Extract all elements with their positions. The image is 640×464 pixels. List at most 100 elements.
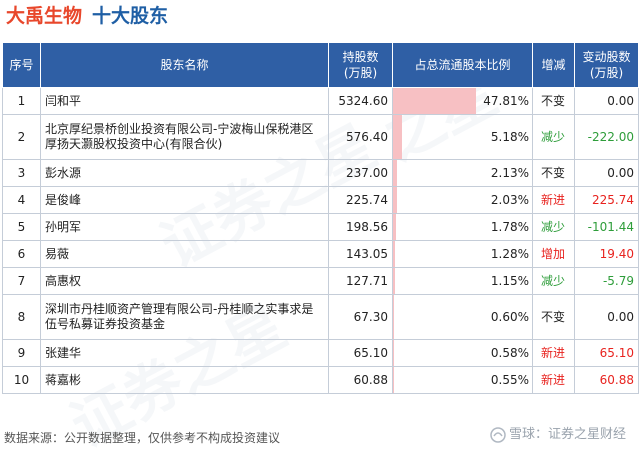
row-shareholder-name: 张建华 <box>40 339 329 367</box>
row-shareholder-name: 易薇 <box>40 240 329 268</box>
brand-logo-text: 雪球：证券之星财经 <box>508 427 626 442</box>
row-holding: 237.00 <box>328 159 393 187</box>
snowball-icon <box>490 426 506 443</box>
ratio-value: 2.03% <box>490 192 529 207</box>
ratio-value: 0.58% <box>490 345 529 360</box>
row-change-amount: 0.00 <box>574 294 639 340</box>
row-change: 新进 <box>532 339 575 367</box>
row-shareholder-name: 高惠权 <box>40 267 329 295</box>
header-change: 增减 <box>532 42 575 88</box>
row-change-amount: 0.00 <box>574 159 639 187</box>
ratio-bar <box>393 160 397 186</box>
row-holding: 143.05 <box>328 240 393 268</box>
row-rank: 6 <box>2 240 41 268</box>
row-rank: 2 <box>2 114 41 160</box>
row-ratio: 0.55% <box>392 366 533 394</box>
row-change: 新进 <box>532 366 575 394</box>
row-holding: 67.30 <box>328 294 393 340</box>
table-row: 5 孙明军 198.56 1.78% 减少 -101.44 <box>2 213 639 241</box>
row-shareholder-name: 蒋嘉彬 <box>40 366 329 394</box>
ratio-value: 47.81% <box>483 93 529 108</box>
row-change-amount: 19.40 <box>574 240 639 268</box>
row-change-amount: -5.79 <box>574 267 639 295</box>
row-rank: 3 <box>2 159 41 187</box>
row-rank: 8 <box>2 294 41 340</box>
row-ratio: 2.13% <box>392 159 533 187</box>
row-holding: 127.71 <box>328 267 393 295</box>
ratio-value: 1.28% <box>490 246 529 261</box>
data-source-note: 数据来源：公开数据整理，仅供参考不构成投资建议 <box>4 431 281 445</box>
table-row: 2 北京厚纪景桥创业投资有限公司-宁波梅山保税港区厚扬天灏股权投资中心(有限合伙)… <box>2 114 639 160</box>
row-holding: 60.88 <box>328 366 393 394</box>
row-change: 减少 <box>532 213 575 241</box>
row-change: 不变 <box>532 159 575 187</box>
table-row: 8 深圳市丹桂顺资产管理有限公司-丹桂顺之实事求是伍号私募证券投资基金 67.30 0… <box>2 294 639 340</box>
row-change-amount: -101.44 <box>574 213 639 241</box>
section-title: 十大股东 <box>92 5 169 27</box>
row-rank: 7 <box>2 267 41 295</box>
row-rank: 10 <box>2 366 41 394</box>
row-change-amount: 65.10 <box>574 339 639 367</box>
row-shareholder-name: 是俊峰 <box>40 186 329 214</box>
row-change: 增加 <box>532 240 575 268</box>
row-shareholder-name: 孙明军 <box>40 213 329 241</box>
row-change: 不变 <box>532 294 575 340</box>
row-ratio: 47.81% <box>392 87 533 115</box>
ratio-value: 1.15% <box>490 273 529 288</box>
brand-logo: 雪球：证券之星财经 <box>490 426 626 444</box>
row-ratio: 0.58% <box>392 339 533 367</box>
table-row: 7 高惠权 127.71 1.15% 减少 -5.79 <box>2 267 639 295</box>
row-rank: 4 <box>2 186 41 214</box>
row-ratio: 1.28% <box>392 240 533 268</box>
row-shareholder-name: 北京厚纪景桥创业投资有限公司-宁波梅山保税港区厚扬天灏股权投资中心(有限合伙) <box>40 114 329 160</box>
ratio-bar <box>393 241 396 267</box>
table-row: 4 是俊峰 225.74 2.03% 新进 225.74 <box>2 186 639 214</box>
row-change-amount: 60.88 <box>574 366 639 394</box>
ratio-bar <box>393 340 394 366</box>
ratio-bar <box>393 268 395 294</box>
ratio-bar <box>393 367 394 393</box>
table-row: 3 彭水源 237.00 2.13% 不变 0.00 <box>2 159 639 187</box>
page-title: 大禹生物 十大股东 <box>6 3 168 29</box>
row-rank: 1 <box>2 87 41 115</box>
table-row: 6 易薇 143.05 1.28% 增加 19.40 <box>2 240 639 268</box>
row-change-amount: -222.00 <box>574 114 639 160</box>
row-change-amount: 225.74 <box>574 186 639 214</box>
row-holding: 225.74 <box>328 186 393 214</box>
row-shareholder-name: 闫和平 <box>40 87 329 115</box>
ratio-value: 0.55% <box>490 372 529 387</box>
row-ratio: 0.60% <box>392 294 533 340</box>
table-row: 10 蒋嘉彬 60.88 0.55% 新进 60.88 <box>2 366 639 394</box>
row-change: 减少 <box>532 114 575 160</box>
ratio-bar <box>393 214 397 240</box>
row-ratio: 2.03% <box>392 186 533 214</box>
ratio-bar <box>393 295 395 339</box>
ratio-bar <box>393 115 402 159</box>
row-change-amount: 0.00 <box>574 87 639 115</box>
ratio-value: 0.60% <box>490 309 529 324</box>
row-ratio: 1.78% <box>392 213 533 241</box>
header-rank: 序号 <box>2 42 41 88</box>
row-holding: 5324.60 <box>328 87 393 115</box>
table-header-row: 序号 股东名称 持股数 (万股) 占总流通股本比例 增减 变动股数 (万股) <box>2 42 639 88</box>
table-row: 9 张建华 65.10 0.58% 新进 65.10 <box>2 339 639 367</box>
header-name: 股东名称 <box>40 42 329 88</box>
top-shareholders-table: 序号 股东名称 持股数 (万股) 占总流通股本比例 增减 变动股数 (万股) 1… <box>2 42 639 394</box>
row-holding: 576.40 <box>328 114 393 160</box>
table-row: 1 闫和平 5324.60 47.81% 不变 0.00 <box>2 87 639 115</box>
ratio-bar <box>393 187 397 213</box>
row-shareholder-name: 彭水源 <box>40 159 329 187</box>
header-ratio: 占总流通股本比例 <box>392 42 533 88</box>
row-rank: 5 <box>2 213 41 241</box>
row-rank: 9 <box>2 339 41 367</box>
row-holding: 65.10 <box>328 339 393 367</box>
row-change: 新进 <box>532 186 575 214</box>
row-holding: 198.56 <box>328 213 393 241</box>
row-change: 不变 <box>532 87 575 115</box>
header-holding: 持股数 (万股) <box>328 42 393 88</box>
company-name: 大禹生物 <box>6 5 83 27</box>
ratio-value: 1.78% <box>490 219 529 234</box>
row-ratio: 1.15% <box>392 267 533 295</box>
ratio-value: 2.13% <box>490 165 529 180</box>
row-ratio: 5.18% <box>392 114 533 160</box>
